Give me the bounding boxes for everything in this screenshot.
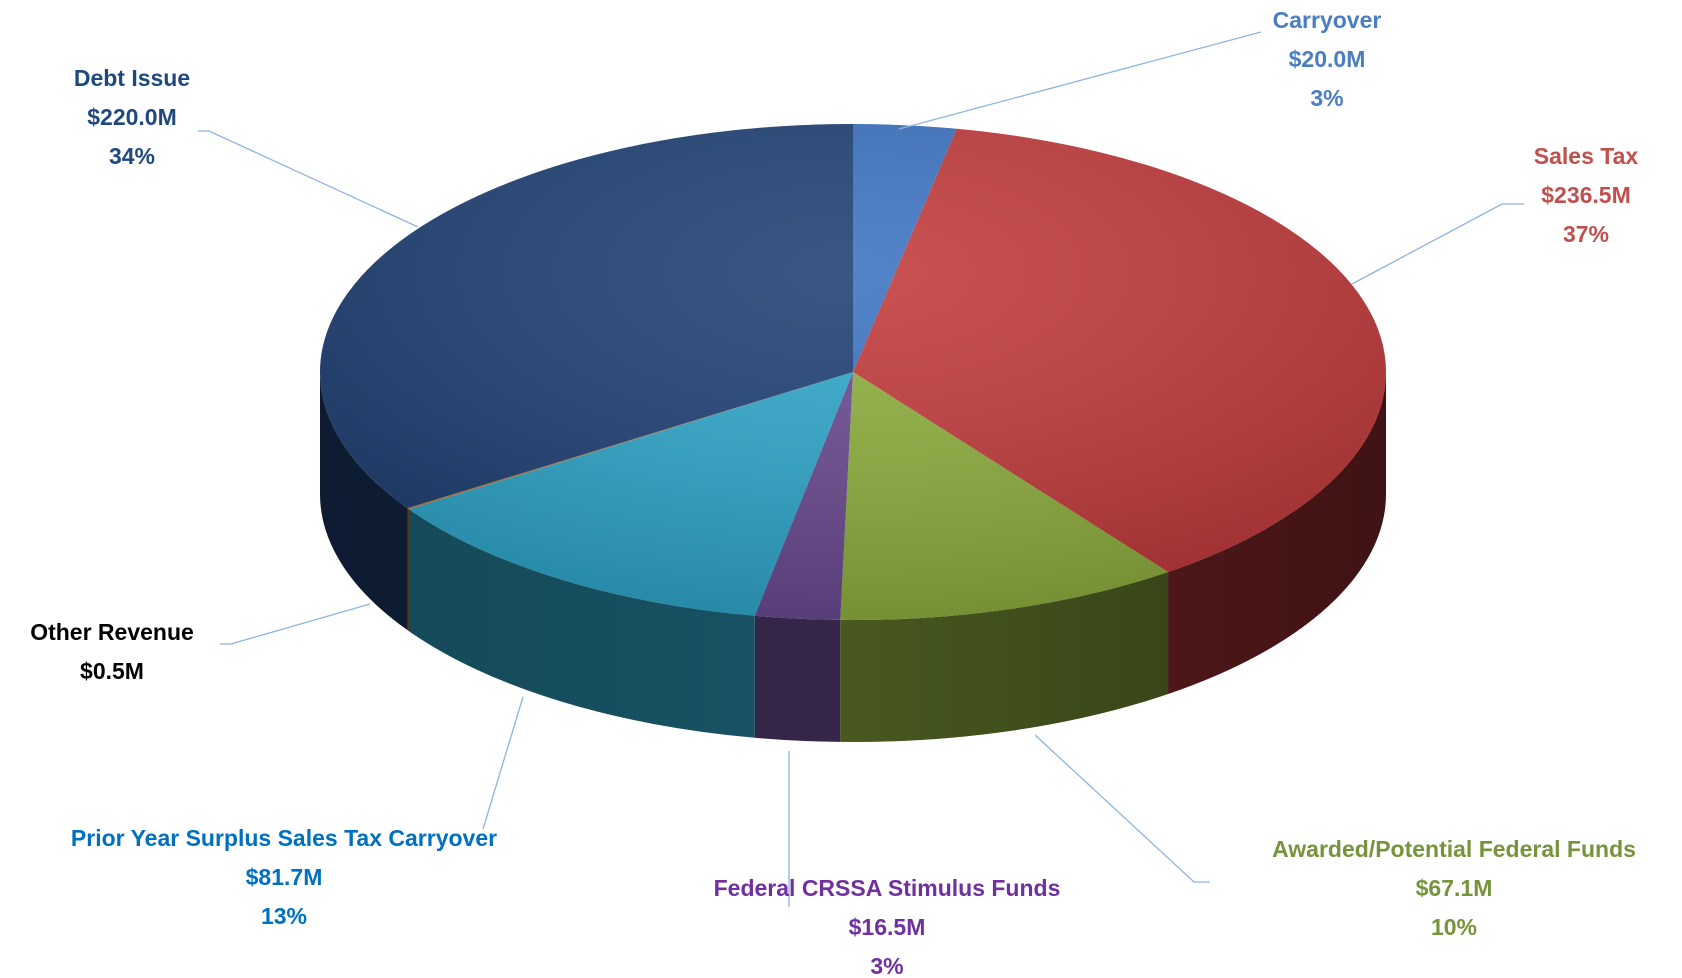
category-label: Awarded/Potential Federal Funds bbox=[1272, 836, 1636, 862]
category-label: Prior Year Surplus Sales Tax Carryover bbox=[71, 825, 497, 851]
category-label: Carryover bbox=[1273, 7, 1382, 33]
category-label: Other Revenue bbox=[30, 619, 194, 645]
value-label: $20.0M bbox=[1289, 46, 1366, 72]
value-label: $67.1M bbox=[1416, 875, 1493, 901]
value-label: $220.0M bbox=[87, 104, 177, 130]
category-label: Debt Issue bbox=[74, 65, 190, 91]
category-label: Sales Tax bbox=[1534, 143, 1639, 169]
value-label: $81.7M bbox=[246, 864, 323, 890]
value-label: $16.5M bbox=[849, 914, 926, 940]
value-label: $0.5M bbox=[80, 658, 144, 684]
leader-line bbox=[1034, 734, 1210, 883]
side-shade bbox=[320, 372, 1386, 742]
percent-label: 37% bbox=[1563, 221, 1609, 247]
leader-line bbox=[198, 130, 419, 228]
percent-label: 3% bbox=[870, 953, 903, 978]
percent-label: 3% bbox=[1310, 85, 1343, 111]
top-shine bbox=[320, 124, 1386, 620]
category-label: Federal CRSSA Stimulus Funds bbox=[714, 875, 1061, 901]
value-label: $236.5M bbox=[1541, 182, 1631, 208]
percent-label: 34% bbox=[109, 143, 155, 169]
leader-line bbox=[482, 696, 524, 830]
percent-label: 13% bbox=[261, 903, 307, 929]
leader-line bbox=[1351, 203, 1524, 285]
percent-label: 10% bbox=[1431, 914, 1477, 940]
leader-line bbox=[220, 603, 371, 645]
leader-line bbox=[898, 31, 1262, 130]
